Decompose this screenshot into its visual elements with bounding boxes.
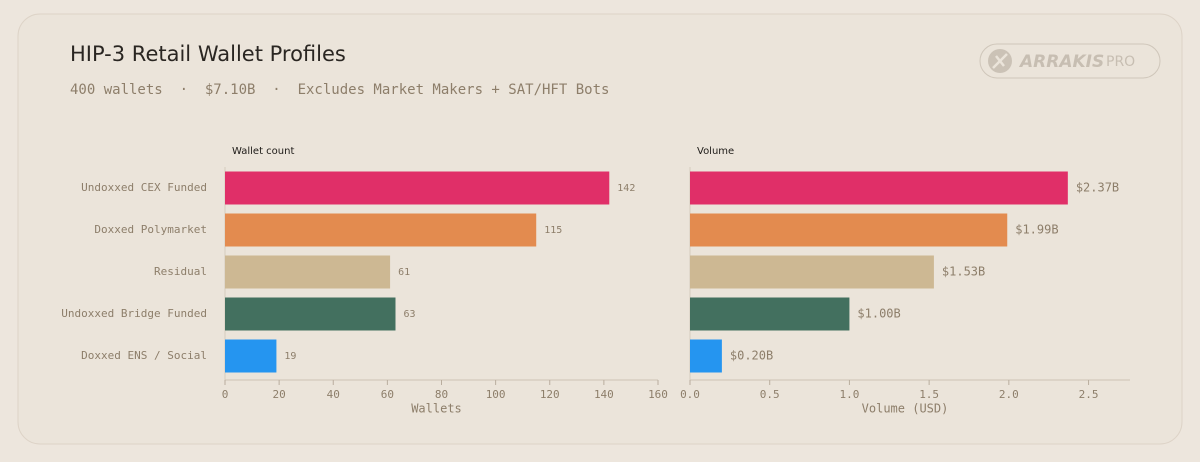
value-label: $1.99B (1015, 223, 1058, 237)
value-label: $0.20B (730, 349, 773, 363)
brand-name: ARRAKIS (1018, 52, 1104, 72)
value-label: 63 (403, 309, 415, 320)
bar (690, 255, 934, 289)
category-label: Doxxed Polymarket (94, 223, 207, 236)
logo-pill (979, 43, 1161, 79)
x-tick-label: 0 (222, 388, 229, 401)
subtitle: 400 wallets · $7.10B · Excludes Market M… (70, 82, 609, 98)
bar (225, 213, 537, 247)
x-tick-label: 2.5 (1079, 388, 1099, 401)
value-label: $1.00B (857, 307, 900, 321)
bar (690, 339, 722, 373)
x-axis-label: Volume (USD) (862, 402, 949, 416)
chart-subtitle: Wallet count (232, 146, 294, 157)
logo-mark (992, 53, 1008, 69)
brand-logo: ARRAKIS PRO (979, 43, 1161, 79)
x-tick-label: 100 (486, 388, 506, 401)
value-label: 61 (398, 267, 410, 278)
value-label: 142 (617, 183, 635, 194)
x-tick-label: 2.0 (999, 388, 1019, 401)
x-tick-label: 80 (435, 388, 448, 401)
x-tick-label: 0.0 (680, 388, 700, 401)
x-tick-label: 1.5 (919, 388, 939, 401)
x-tick-label: 60 (381, 388, 394, 401)
category-label: Doxxed ENS / Social (81, 349, 207, 362)
value-label: $2.37B (1076, 181, 1119, 195)
chart-subtitle: Volume (697, 146, 734, 157)
x-tick-label: 120 (540, 388, 560, 401)
bar (690, 171, 1068, 205)
x-tick-label: 0.5 (760, 388, 780, 401)
value-label: $1.53B (942, 265, 985, 279)
x-axis-label: Wallets (411, 402, 462, 416)
x-tick-label: 140 (594, 388, 614, 401)
category-label: Undoxxed CEX Funded (81, 181, 207, 194)
x-tick-label: 160 (648, 388, 668, 401)
bar (690, 297, 850, 331)
x-tick-label: 1.0 (839, 388, 859, 401)
bar (690, 213, 1008, 247)
card (17, 13, 1183, 445)
value-label: 19 (284, 351, 296, 362)
category-label: Undoxxed Bridge Funded (61, 307, 207, 320)
x-tick-label: 40 (327, 388, 340, 401)
bar (225, 297, 396, 331)
bar (225, 171, 610, 205)
value-label: 115 (544, 225, 562, 236)
category-label: Residual (154, 265, 207, 278)
bar (225, 339, 277, 373)
bar (225, 255, 391, 289)
brand-tier: PRO (1106, 54, 1135, 70)
x-tick-label: 20 (273, 388, 286, 401)
page-title: HIP-3 Retail Wallet Profiles (70, 42, 346, 66)
